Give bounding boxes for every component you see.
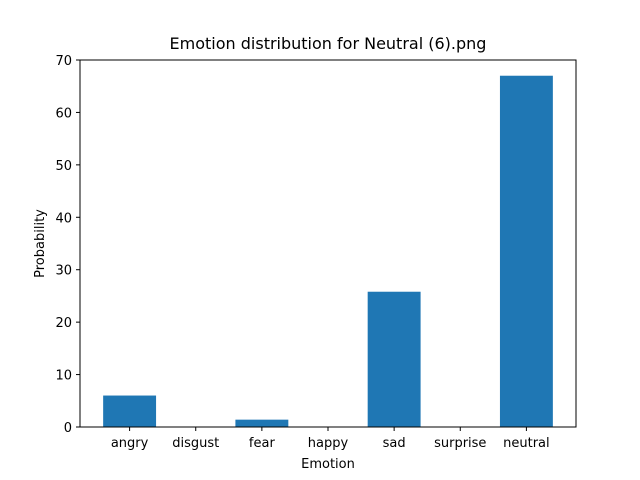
x-tick-label-happy: happy	[308, 436, 349, 451]
y-axis-title: Probability	[33, 209, 48, 278]
x-tick-label-disgust: disgust	[172, 436, 219, 451]
y-tick-label-30: 30	[55, 264, 72, 279]
x-tick-label-angry: angry	[111, 436, 149, 451]
x-axis-ticks: angry disgust fear happy sad surprise neutral	[111, 427, 550, 451]
y-tick-label-70: 70	[55, 54, 72, 69]
y-tick-label-50: 50	[55, 159, 72, 174]
chart-title: Emotion distribution for Neutral (6).png	[170, 34, 487, 53]
y-axis-ticks: 0 10 20 30 40 50 60 70	[55, 54, 80, 436]
x-tick-label-fear: fear	[249, 436, 276, 451]
x-axis-title: Emotion	[301, 457, 355, 472]
y-tick-label-10: 10	[55, 369, 72, 384]
y-tick-label-20: 20	[55, 316, 72, 331]
bar-fear	[235, 419, 289, 427]
x-tick-label-surprise: surprise	[434, 436, 486, 451]
x-tick-label-neutral: neutral	[503, 436, 550, 451]
y-tick-label-40: 40	[55, 211, 72, 226]
x-tick-label-sad: sad	[383, 436, 406, 451]
bar-neutral	[499, 75, 553, 427]
bars-group	[103, 75, 553, 427]
bar-sad	[367, 291, 421, 427]
bar-angry	[103, 395, 157, 427]
y-tick-label-0: 0	[64, 421, 72, 436]
plot-area-frame	[79, 59, 577, 428]
y-tick-label-60: 60	[55, 106, 72, 121]
